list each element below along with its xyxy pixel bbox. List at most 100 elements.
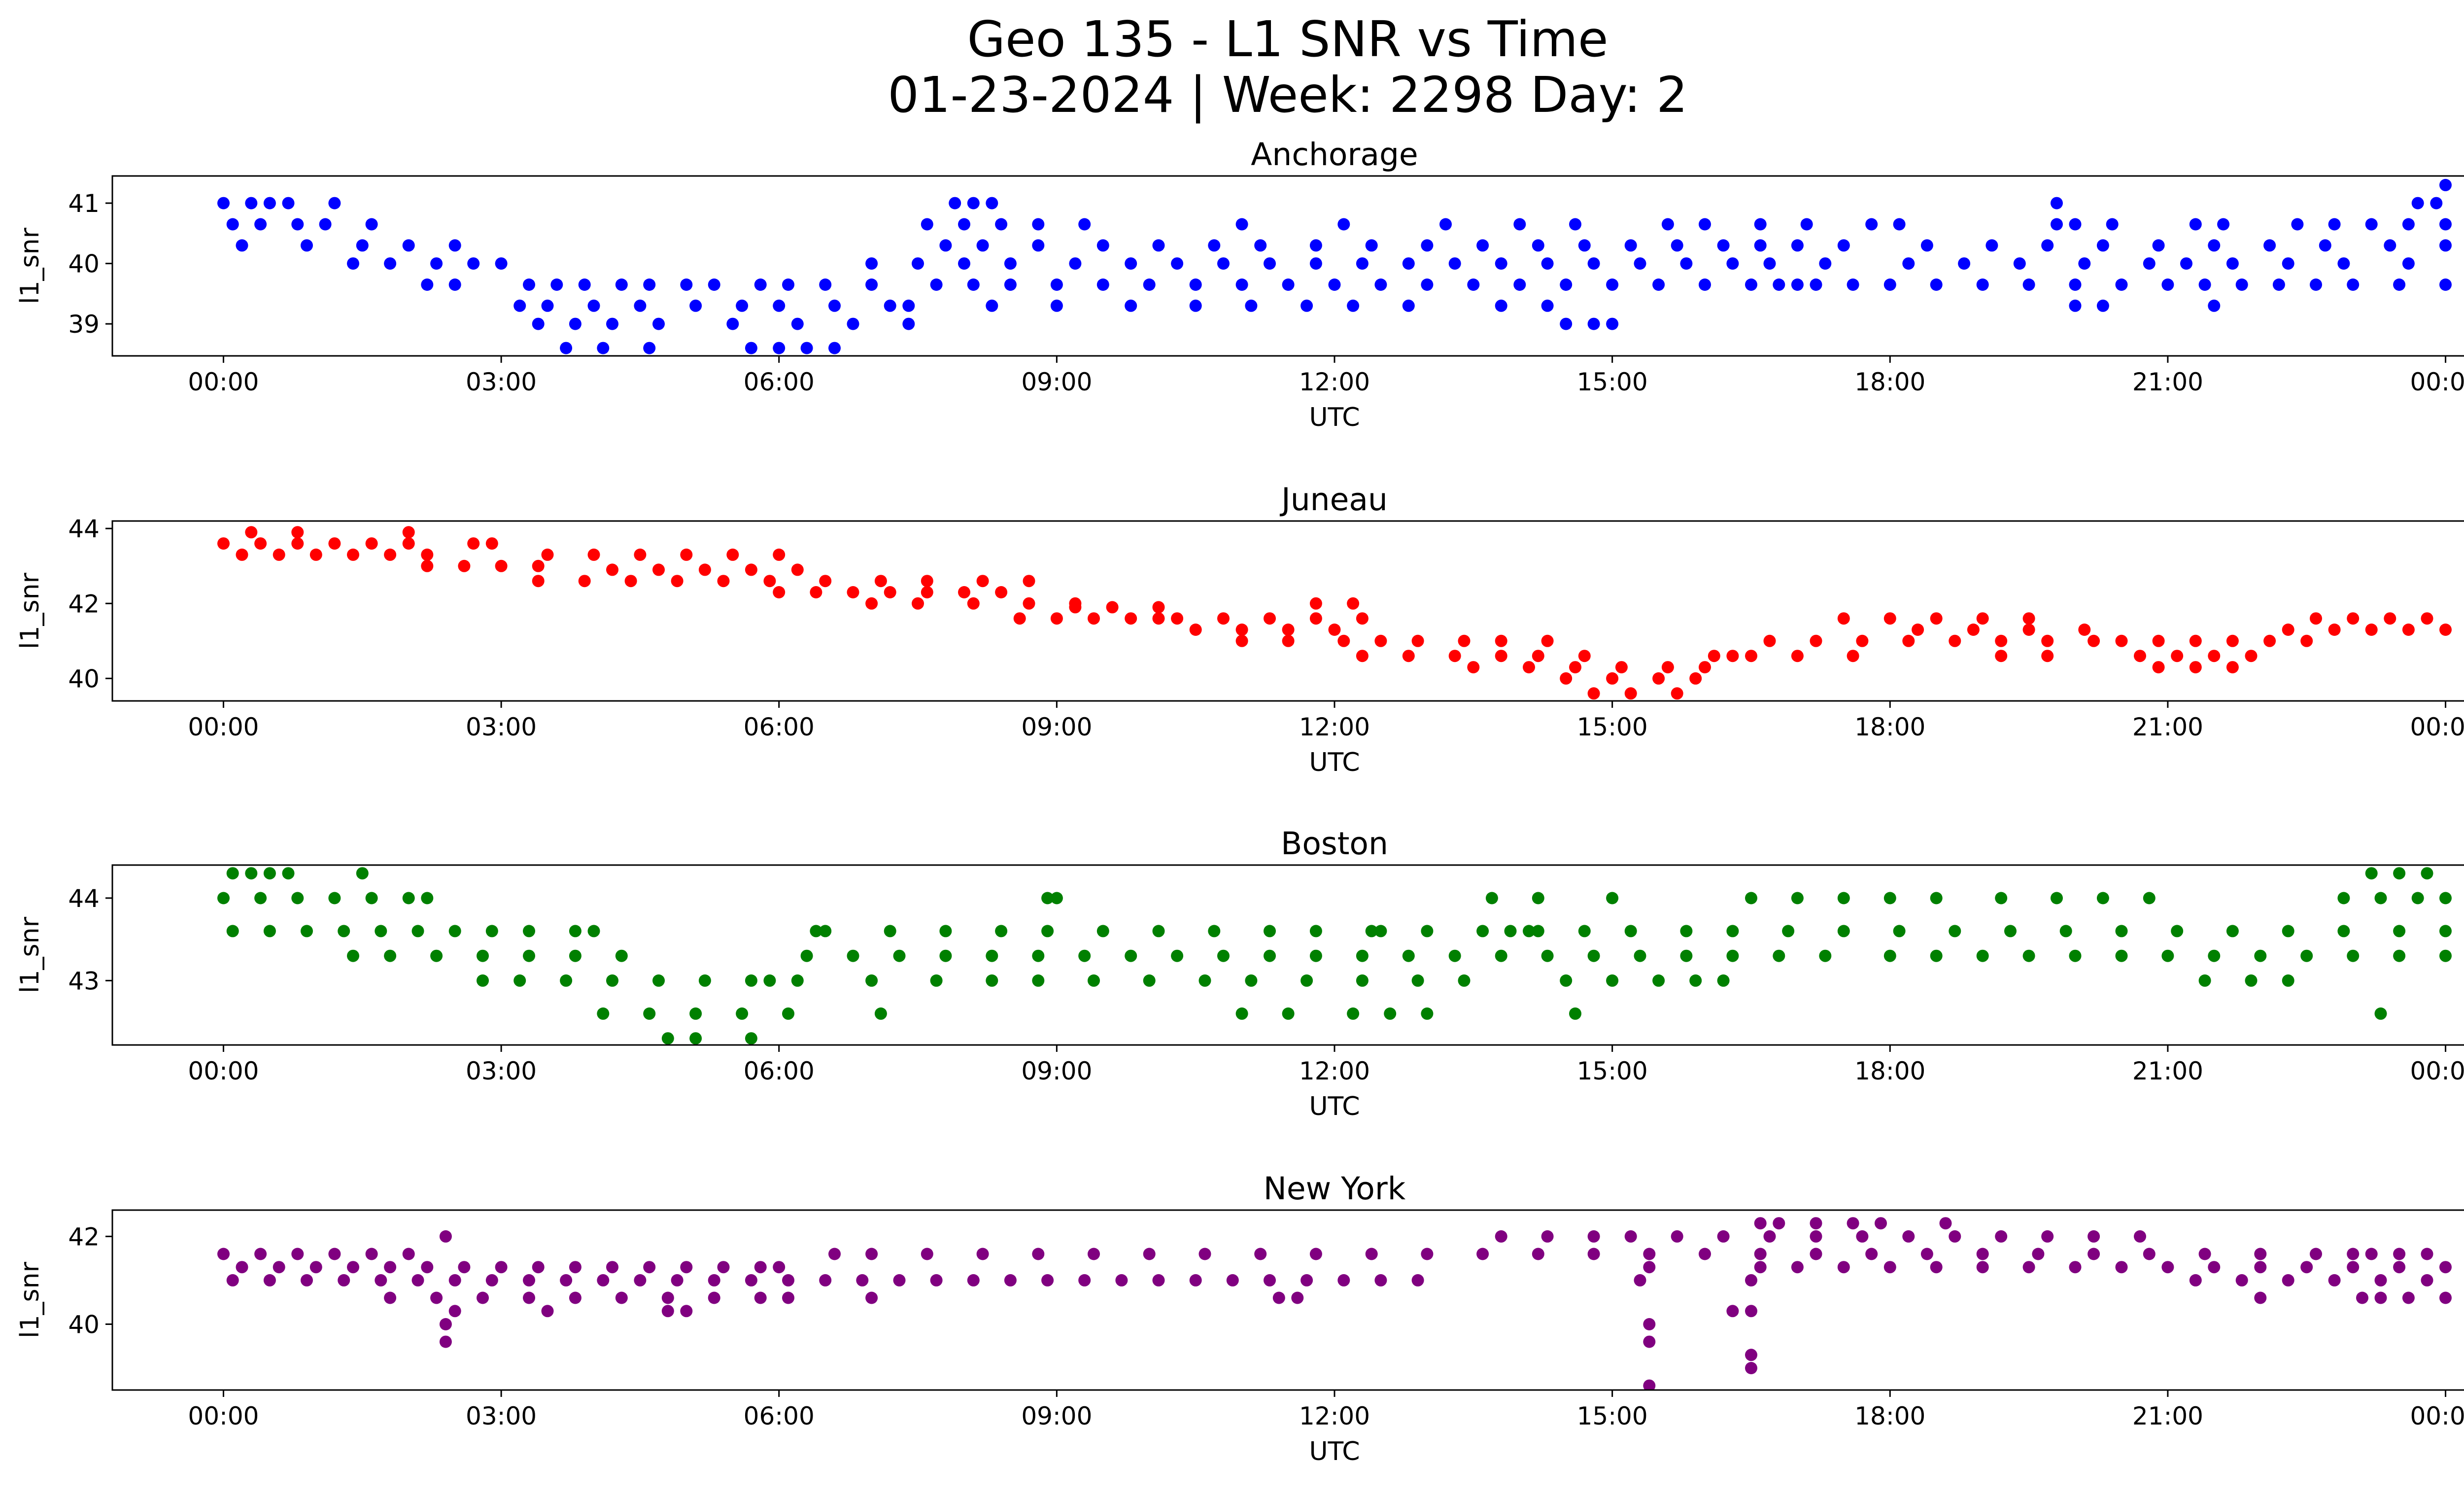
data-point [912, 597, 924, 610]
data-point [754, 1291, 767, 1304]
data-point [634, 299, 647, 312]
data-point [1309, 1248, 1322, 1260]
data-point [958, 586, 970, 598]
data-point [2022, 612, 2035, 625]
x-tick-label: 15:00 [1577, 1402, 1648, 1430]
data-point [865, 597, 878, 610]
x-tick-label: 00:00 [188, 368, 259, 396]
data-point [495, 559, 508, 572]
data-point [1532, 1248, 1544, 1260]
data-point [1587, 257, 1600, 270]
data-point [1198, 974, 1211, 987]
data-point [1995, 1230, 2008, 1243]
data-point [1930, 949, 1943, 962]
data-point [2051, 197, 2063, 209]
data-point [1078, 949, 1091, 962]
data-point [652, 317, 665, 330]
data-point [2421, 1274, 2433, 1286]
data-point [967, 278, 980, 291]
data-point [1402, 299, 1415, 312]
data-point [2059, 925, 2072, 938]
data-point [1976, 1261, 1989, 1274]
data-point [2439, 1261, 2452, 1274]
data-point [402, 1248, 415, 1260]
data-point [1023, 597, 1035, 610]
data-point [1624, 1230, 1637, 1243]
data-point [1365, 925, 1378, 938]
data-point [902, 299, 915, 312]
data-point [1587, 1230, 1600, 1243]
data-point [1532, 239, 1544, 252]
data-point [1967, 624, 1980, 636]
data-point [930, 974, 943, 987]
x-tick-label: 12:00 [1299, 713, 1370, 741]
data-point [1949, 634, 1961, 647]
data-point [1069, 257, 1082, 270]
data-point [893, 1274, 906, 1286]
data-point [1578, 650, 1591, 662]
data-point [1050, 892, 1063, 904]
data-point [2384, 239, 2396, 252]
data-point [2272, 278, 2285, 291]
data-point [560, 1274, 573, 1286]
data-point [1837, 892, 1850, 904]
data-point [2328, 218, 2341, 231]
x-tick-label: 06:00 [744, 1057, 815, 1085]
data-point [1421, 278, 1434, 291]
data-point [1235, 218, 1248, 231]
data-point [1032, 1248, 1045, 1260]
data-point [1606, 317, 1619, 330]
data-point [384, 1291, 397, 1304]
data-point [2078, 257, 2091, 270]
data-point [597, 1007, 610, 1020]
data-point [1476, 1248, 1489, 1260]
data-point [1171, 949, 1184, 962]
data-point [2198, 1248, 2211, 1260]
data-point [402, 239, 415, 252]
data-point [226, 1274, 239, 1286]
data-point [865, 974, 878, 987]
data-point [430, 257, 443, 270]
data-point [2069, 278, 2082, 291]
data-point [745, 563, 757, 576]
data-point [1985, 239, 1998, 252]
data-point [2143, 257, 2156, 270]
data-point [736, 1007, 749, 1020]
data-point [1309, 949, 1322, 962]
data-point [643, 1261, 656, 1274]
data-point [1699, 661, 1711, 674]
x-tick-label: 00:00 [188, 1057, 259, 1085]
data-point [1356, 650, 1369, 662]
data-point [541, 1305, 554, 1318]
data-point [1699, 1248, 1711, 1260]
data-point [2051, 218, 2063, 231]
data-point [448, 239, 461, 252]
data-point [1745, 1305, 1757, 1318]
data-point [939, 925, 952, 938]
data-point [1208, 239, 1221, 252]
data-point [467, 537, 480, 550]
data-point [1634, 1274, 1646, 1286]
data-point [2347, 949, 2360, 962]
data-point [365, 537, 378, 550]
data-point [2208, 299, 2221, 312]
data-point [2245, 650, 2258, 662]
data-point [1699, 218, 1711, 231]
data-point [2041, 1230, 2054, 1243]
data-point [1763, 634, 1776, 647]
data-point [477, 1291, 489, 1304]
data-point [1208, 925, 1221, 938]
data-point [2051, 892, 2063, 904]
data-point [763, 575, 776, 588]
data-point [884, 586, 896, 598]
subplot-juneau: Juneau 00:00 03:00 06:00 09:00 12:00 15:00 18:0… [15, 482, 2464, 777]
data-point [1569, 661, 1581, 674]
data-point [2180, 257, 2192, 270]
data-point [865, 278, 878, 291]
data-point [1671, 1230, 1683, 1243]
data-point [1680, 949, 1693, 962]
data-point [1282, 278, 1295, 291]
data-point [1976, 278, 1989, 291]
data-point [986, 299, 998, 312]
data-point [421, 559, 434, 572]
